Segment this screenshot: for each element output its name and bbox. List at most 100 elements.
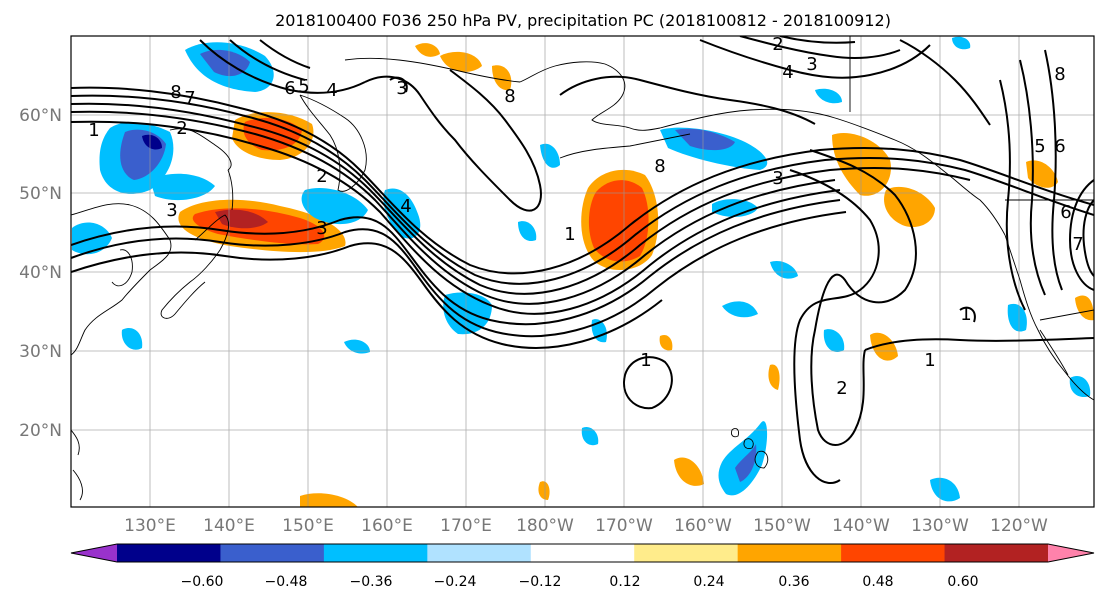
contour-label: 4 <box>782 62 793 83</box>
contour-label: 6 <box>284 78 295 99</box>
coastline-hawaii-2 <box>743 438 754 449</box>
coastline-east-asia <box>71 203 172 356</box>
precip-negative-kuril <box>301 188 368 225</box>
pv-contour-west-us-2 <box>1019 59 1046 296</box>
colorbar-bin <box>944 544 1049 562</box>
contour-label: 6 <box>1060 202 1071 223</box>
pv-contour-east-trough-2 <box>789 169 880 485</box>
pv-contour-north-loop-3 <box>259 39 311 69</box>
pv-contour-east-trough-3 <box>864 337 1094 351</box>
precip-negative-hawaii <box>718 421 768 496</box>
pv-contour-closed-1 <box>623 356 673 410</box>
x-tick-label: 120°W <box>990 516 1048 536</box>
colorbar-bin <box>737 544 842 562</box>
precip-negative-subtrop-4 <box>1069 376 1091 398</box>
contour-label: 3 <box>806 54 817 75</box>
precip-negative-nw-small-2 <box>518 221 537 242</box>
y-axis-labels: 20°N 30°N 40°N 50°N 60°N <box>19 106 62 441</box>
pv-contour-small-hook-2 <box>959 306 976 323</box>
contour-label: 3 <box>396 78 407 99</box>
contour-labels: 8 7 6 5 4 3 2 1 3 2 4 3 8 8 4 3 2 3 1 1 … <box>88 34 1083 399</box>
contour-label: 7 <box>184 88 195 109</box>
colorbar-outline <box>70 543 1095 563</box>
pv-contour-west-us-1 <box>999 79 1026 311</box>
x-tick-label: 150°E <box>282 516 334 536</box>
pv-contour-west-us-4 <box>1068 179 1094 291</box>
precip-negative-small-3 <box>770 260 798 279</box>
map-frame <box>70 35 1095 508</box>
contour-label: 1 <box>564 224 575 245</box>
precip-negative-subtrop-3 <box>1007 303 1027 332</box>
precip-negative-small-10 <box>815 88 842 104</box>
precip-positive-central-pacific-core <box>588 180 649 262</box>
pv-contour-small-hook <box>389 76 408 93</box>
colorbar-tick-label: 0.12 <box>609 574 640 590</box>
x-axis-labels: 130°E 140°E 150°E 160°E 170°E 180°W 170°… <box>124 516 1048 536</box>
pv-contour-jet-7 <box>71 211 847 338</box>
pv-contour-jet-8 <box>71 242 663 349</box>
colorbar-tick-label: 0.36 <box>778 574 809 590</box>
colorbar-extend-high <box>1048 544 1094 562</box>
x-tick-label: 170°E <box>440 516 492 536</box>
coastline-baja <box>1039 329 1069 376</box>
colorbar-bins <box>71 544 1094 562</box>
contour-label: 5 <box>1034 136 1045 157</box>
precip-positive-small-1 <box>659 334 673 351</box>
x-tick-label: 140°W <box>832 516 890 536</box>
contour-label: 1 <box>640 350 651 371</box>
pv-contour-north-loop-4 <box>364 69 542 212</box>
precip-negative-small-8 <box>581 426 599 446</box>
precip-negative-small-6 <box>121 328 143 350</box>
pv-contour-north-loop-2 <box>229 39 306 81</box>
colorbar-tick-label: −0.60 <box>181 574 224 590</box>
colorbar-extend-low <box>71 544 117 562</box>
x-tick-label: 180°W <box>516 516 574 536</box>
coastline-alaska-south <box>659 108 946 173</box>
contour-label: 5 <box>298 76 309 97</box>
colorbar-tick-label: −0.12 <box>519 574 562 590</box>
precip-negative-small-7 <box>344 339 370 354</box>
pv-contour-east-trough-1 <box>809 149 917 446</box>
contour-label: 1 <box>88 120 99 141</box>
contour-label: 2 <box>316 166 327 187</box>
x-tick-label: 160°W <box>674 516 732 536</box>
precip-positive-bering <box>440 51 482 72</box>
precip-negative-small-9 <box>952 36 971 50</box>
pv-contour-jet-6 <box>71 199 841 326</box>
precip-positive-small-4 <box>538 481 550 500</box>
coastline-bering-strait <box>519 65 556 83</box>
precip-positive-kamchatka-core <box>243 117 302 151</box>
coastlines <box>71 36 1094 501</box>
pv-contour-jet-5 <box>71 120 841 315</box>
contour-label: 3 <box>316 218 327 239</box>
precip-anomaly-fills <box>72 36 1094 507</box>
pv-contours <box>71 36 1094 485</box>
coastline-japan <box>160 214 230 319</box>
colorbar-bin <box>634 544 739 562</box>
contour-label: 2 <box>836 378 847 399</box>
pv-contour-north-loop-1 <box>199 39 366 94</box>
coastline-alaska-west <box>554 61 661 131</box>
pv-contour-west-us-5 <box>1082 199 1094 277</box>
contour-label: 2 <box>772 34 783 55</box>
precip-positive-south-west <box>300 493 358 507</box>
precip-negative-subtrop-1 <box>823 329 845 352</box>
y-tick-label: 20°N <box>19 421 62 441</box>
pv-contour-north-loop-5 <box>559 75 816 125</box>
colorbar-bin <box>841 544 946 562</box>
pv-contour-jet-2 <box>71 94 1094 285</box>
x-tick-label: 140°E <box>203 516 255 536</box>
colorbar-tick-label: −0.24 <box>434 574 477 590</box>
x-tick-label: 170°W <box>595 516 653 536</box>
pv-contour-jet-1 <box>71 86 1094 275</box>
y-tick-label: 30°N <box>19 342 62 362</box>
colorbar-bin <box>530 544 635 562</box>
contour-label: 6 <box>1054 136 1065 157</box>
colorbar-tick-label: −0.36 <box>350 574 393 590</box>
coastline-us-west <box>1004 234 1094 401</box>
contour-label: 7 <box>1072 234 1083 255</box>
contour-label: 8 <box>654 156 665 177</box>
contour-label: 4 <box>326 80 337 101</box>
precip-negative-siberia-max <box>142 134 162 150</box>
coastline-sakhalin <box>227 169 234 211</box>
